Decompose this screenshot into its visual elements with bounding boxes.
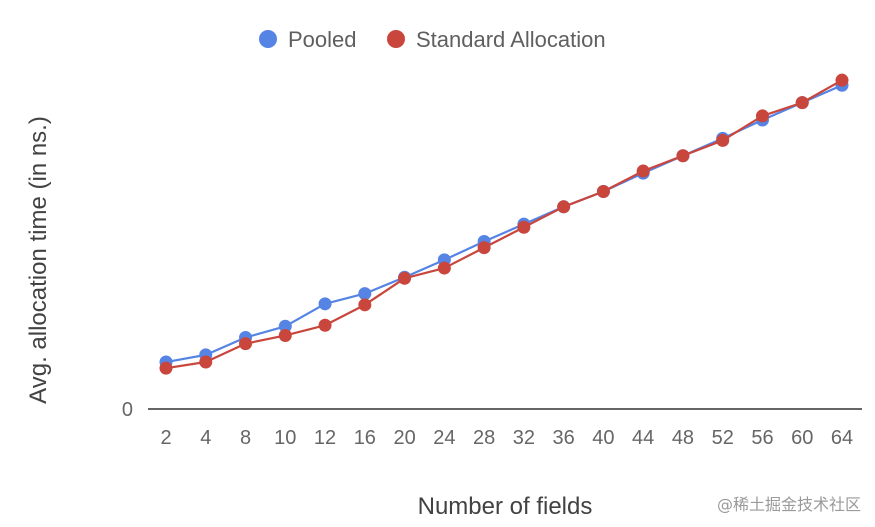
data-point-standard-allocation [676, 149, 690, 163]
data-point-pooled [318, 297, 332, 311]
data-point-standard-allocation [398, 271, 412, 285]
x-tick-label: 48 [672, 427, 694, 449]
data-point-standard-allocation [159, 361, 173, 375]
legend-label: Standard Allocation [416, 27, 606, 52]
x-tick-label: 10 [274, 427, 296, 449]
data-point-pooled [278, 319, 292, 333]
legend-marker [259, 30, 277, 48]
legend-item-standard-allocation: Standard Allocation [387, 27, 606, 52]
series-pooled [159, 78, 849, 369]
series-standard-allocation [159, 73, 849, 375]
x-tick-label: 20 [393, 427, 415, 449]
y-tick-label: 0 [122, 399, 133, 421]
x-tick-label: 4 [200, 427, 211, 449]
x-tick-label: 12 [314, 427, 336, 449]
series-line-standard-allocation [165, 79, 843, 370]
data-point-standard-allocation [318, 318, 332, 332]
legend: Pooled Standard Allocation [259, 27, 606, 52]
legend-marker [387, 30, 405, 48]
x-tick-label: 28 [473, 427, 495, 449]
x-tick-label: 24 [433, 427, 455, 449]
x-tick-label: 52 [712, 427, 734, 449]
data-point-standard-allocation [358, 298, 372, 312]
series-group [159, 73, 849, 375]
data-point-standard-allocation [557, 200, 571, 214]
x-tick-label: 40 [592, 427, 614, 449]
data-point-standard-allocation [755, 109, 769, 123]
series-line-pooled [165, 84, 843, 364]
data-point-pooled [358, 287, 372, 301]
data-point-standard-allocation [716, 133, 730, 147]
x-tick-label: 60 [791, 427, 813, 449]
data-point-standard-allocation [596, 184, 610, 198]
data-point-standard-allocation [835, 73, 849, 87]
x-tick-label: 36 [553, 427, 575, 449]
x-tick-label: 16 [354, 427, 376, 449]
x-tick-label: 44 [632, 427, 654, 449]
data-point-standard-allocation [517, 220, 531, 234]
x-axis-title: Number of fields [418, 493, 593, 520]
data-point-standard-allocation [477, 241, 491, 255]
data-point-standard-allocation [795, 96, 809, 110]
data-point-standard-allocation [199, 355, 213, 369]
data-point-standard-allocation [239, 337, 253, 351]
x-tick-label: 8 [240, 427, 251, 449]
x-tick-label: 56 [751, 427, 773, 449]
x-tick-label: 64 [831, 427, 853, 449]
legend-item-pooled: Pooled [259, 27, 357, 52]
x-tick-label: 2 [160, 427, 171, 449]
data-point-standard-allocation [278, 328, 292, 342]
watermark: @稀土掘金技术社区 [716, 495, 861, 514]
x-tick-label: 32 [513, 427, 535, 449]
data-point-standard-allocation [437, 261, 451, 275]
legend-label: Pooled [288, 27, 357, 52]
y-axis-ticks: 0 [122, 399, 133, 421]
y-axis-title: Avg. allocation time (in ns.) [25, 116, 52, 404]
data-point-standard-allocation [636, 164, 650, 178]
x-axis-ticks: 2 4 8 10 12 16 20 24 28 32 36 40 44 48 52 56 60 64 [160, 427, 853, 449]
